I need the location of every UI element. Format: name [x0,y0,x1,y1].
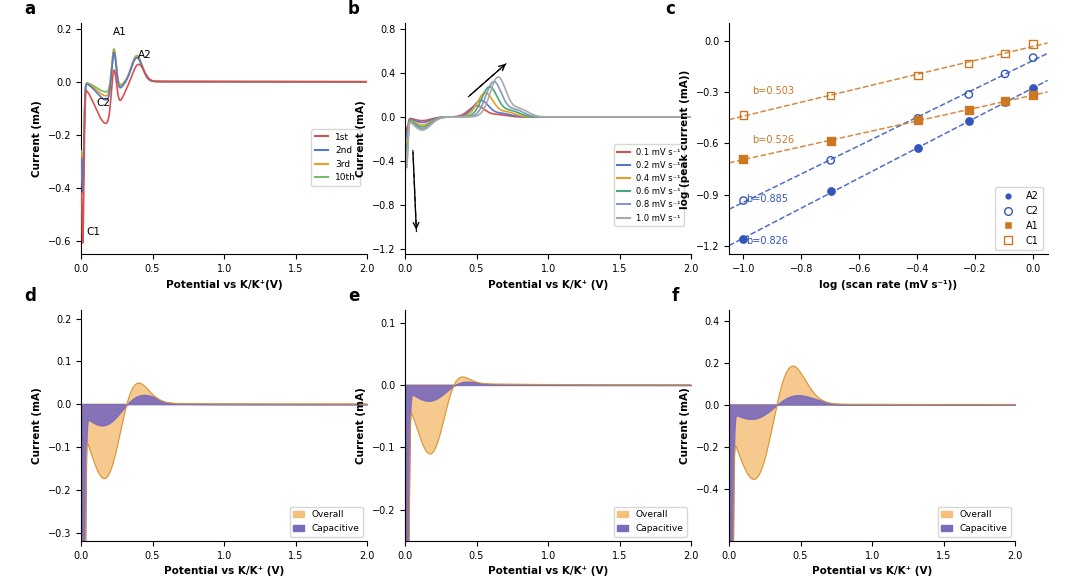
Y-axis label: Current (mA): Current (mA) [356,101,366,177]
Point [909,71,927,80]
Y-axis label: Current (mA): Current (mA) [32,387,42,464]
Y-axis label: Current (mA): Current (mA) [32,101,42,177]
Text: b=0.826: b=0.826 [746,236,788,246]
X-axis label: Potential vs K/K⁺ (V): Potential vs K/K⁺ (V) [488,280,608,290]
Point [960,59,977,68]
Point [960,116,977,126]
Point [822,187,839,196]
Text: e: e [348,287,360,305]
Point [734,196,752,205]
X-axis label: Potential vs K/K⁺ (V): Potential vs K/K⁺ (V) [488,566,608,576]
Text: C1: C1 [86,226,100,236]
Point [1025,84,1042,93]
Point [909,115,927,125]
Text: f: f [672,287,679,305]
Text: 41.6%: 41.6% [528,408,568,421]
X-axis label: Potential vs K/K⁺ (V): Potential vs K/K⁺ (V) [812,566,932,576]
Point [822,136,839,145]
Legend: Overall, Capacitive: Overall, Capacitive [937,507,1011,536]
Point [1025,91,1042,100]
Y-axis label: Current (mA): Current (mA) [680,387,690,464]
Point [960,105,977,115]
Text: b: b [348,0,360,18]
Text: 53.3%: 53.3% [204,424,244,437]
Point [822,91,839,100]
Point [734,155,752,164]
Legend: Overall, Capacitive: Overall, Capacitive [289,507,363,536]
Point [734,111,752,120]
Point [822,156,839,165]
Legend: 1st, 2nd, 3rd, 10th: 1st, 2nd, 3rd, 10th [311,129,360,186]
Point [997,69,1014,78]
Legend: 0.1 mV s⁻¹, 0.2 mV s⁻¹, 0.4 mV s⁻¹, 0.6 mV s⁻¹, 0.8 mV s⁻¹, 1.0 mV s⁻¹: 0.1 mV s⁻¹, 0.2 mV s⁻¹, 0.4 mV s⁻¹, 0.6 … [613,144,684,226]
Y-axis label: log (peak current (mA)): log (peak current (mA)) [680,69,690,209]
Point [997,49,1014,58]
Text: b=0.885: b=0.885 [746,194,788,204]
Text: b=0.503: b=0.503 [752,85,794,95]
Legend: A2, C2, A1, C1: A2, C2, A1, C1 [995,187,1042,250]
Point [1025,53,1042,63]
Point [909,144,927,153]
Point [909,113,927,123]
Point [734,235,752,244]
Y-axis label: Current (mA): Current (mA) [356,387,366,464]
Point [1025,39,1042,49]
Text: A1: A1 [112,26,126,36]
Text: 35.3%: 35.3% [852,391,892,404]
Text: A2: A2 [138,50,152,60]
Point [997,97,1014,106]
Legend: Overall, Capacitive: Overall, Capacitive [613,507,687,536]
Text: C2: C2 [97,98,111,108]
Text: b=0.526: b=0.526 [752,135,794,145]
Point [960,90,977,99]
Text: c: c [665,0,675,18]
X-axis label: Potential vs K/K⁺ (V): Potential vs K/K⁺ (V) [164,566,284,576]
X-axis label: Potential vs K/K⁺(V): Potential vs K/K⁺(V) [166,280,282,290]
X-axis label: log (scan rate (mV s⁻¹)): log (scan rate (mV s⁻¹)) [820,280,957,290]
Text: a: a [24,0,35,18]
Point [997,98,1014,107]
Text: d: d [24,287,36,305]
